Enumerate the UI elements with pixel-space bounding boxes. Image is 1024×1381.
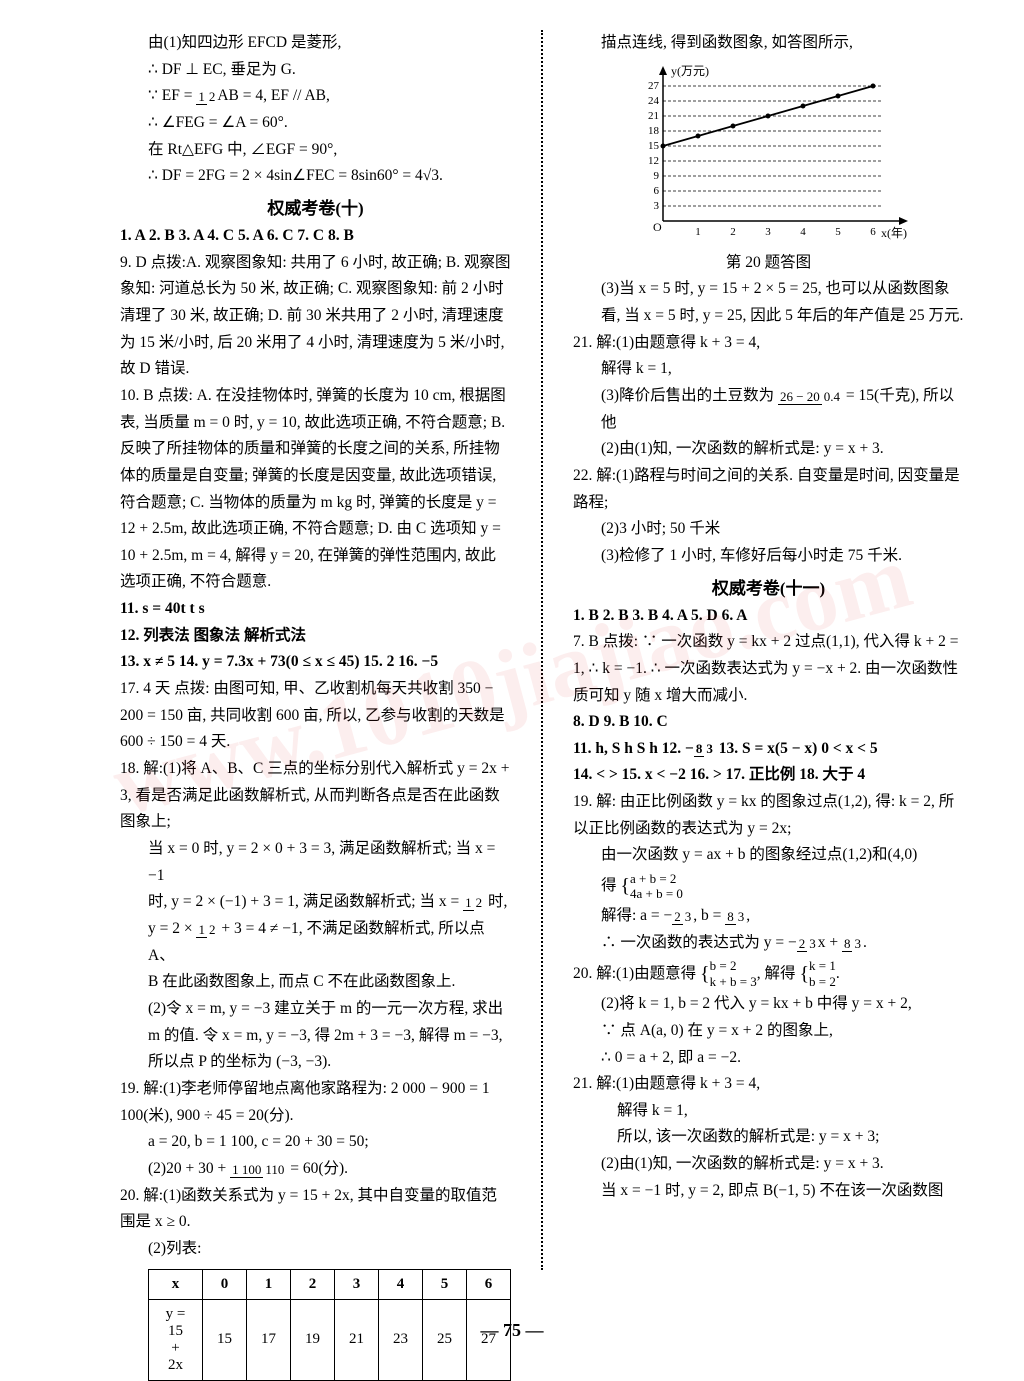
svg-text:18: 18 [648,125,660,137]
q9: 9. D 点拨:A. 观察图象知: 共用了 6 小时, 故正确; B. 观察图象… [120,250,511,383]
svg-text:27: 27 [648,80,660,92]
table-cell: 19 [291,1299,335,1380]
q19: a = 20, b = 1 100, c = 20 + 30 = 50; [120,1129,511,1156]
q18: 时, y = 2 × (−1) + 3 = 1, 满足函数解析式; 当 x = … [120,889,511,916]
section-title: 权威考卷(十) [120,194,511,219]
answers: 1. B 2. B 3. B 4. A 5. D 6. A [573,603,964,630]
svg-text:5: 5 [835,226,841,238]
table-cell: 1 [247,1269,291,1299]
q19: 解得: a = −23, b = 83, [573,903,964,930]
right-column: 描点连线, 得到函数图象, 如答图所示, y(万元) x(年) O 369 12… [563,30,964,1270]
q19: (2)20 + 30 + 1 100110 = 60(分). [120,1156,511,1183]
q18: B 在此函数图象上, 而点 C 不在此函数图象上. [120,969,511,996]
table-cell: 2 [291,1269,335,1299]
q21b: 所以, 该一次函数的解析式是: y = x + 3; [573,1124,964,1151]
q20: 20. 解:(1)函数关系式为 y = 15 + 2x, 其中自变量的取值范围是… [120,1183,511,1236]
svg-text:x(年): x(年) [881,226,907,240]
table-cell: 0 [203,1269,247,1299]
q12: 12. 列表法 图象法 解析式法 [120,623,511,650]
q22: (2)3 小时; 50 千米 [573,516,964,543]
section-title: 权威考卷(十一) [573,574,964,599]
svg-text:1: 1 [695,226,701,238]
svg-text:24: 24 [648,95,660,107]
svg-text:12: 12 [648,155,659,167]
text: ∴ ∠FEG = ∠A = 60°. [120,110,511,137]
q14: 14. < > 15. x < −2 16. > 17. 正比例 18. 大于 … [573,762,964,789]
svg-text:21: 21 [648,110,659,122]
table-cell: 23 [379,1299,423,1380]
q19: 19. 解:(1)李老师停留地点离他家路程为: 2 000 − 900 = 1 … [120,1076,511,1129]
svg-text:9: 9 [654,170,660,182]
q21: (2)由(1)知, 一次函数的解析式是: y = x + 3. [573,436,964,463]
q7: 7. B 点拨: ∵ 一次函数 y = kx + 2 过点(1,1), 代入得 … [573,629,964,709]
q18: 当 x = 0 时, y = 2 × 0 + 3 = 3, 满足函数解析式; 当… [120,836,511,889]
svg-text:3: 3 [765,226,771,238]
text: ∴ DF ⊥ EC, 垂足为 G. [120,57,511,84]
answers: 1. A 2. B 3. A 4. C 5. A 6. C 7. C 8. B [120,223,511,250]
q19: ∴ 一次函数的表达式为 y = −23x + 83. [573,930,964,957]
table-cell: y = 15 + 2x [149,1299,203,1380]
data-table: x 0 1 2 3 4 5 6 y = 15 + 2x 15 17 19 21 … [148,1269,511,1381]
q18: 18. 解:(1)将 A、B、C 三点的坐标分别代入解析式 y = 2x + 3… [120,756,511,836]
svg-text:y(万元): y(万元) [671,64,709,78]
table-cell: 25 [423,1299,467,1380]
svg-text:15: 15 [648,140,660,152]
table-cell: 21 [335,1299,379,1380]
table-cell: 4 [379,1269,423,1299]
table-cell: 15 [203,1299,247,1380]
text: 由(1)知四边形 EFCD 是菱形, [120,30,511,57]
q20: ∵ 点 A(a, 0) 在 y = x + 2 的图象上, [573,1018,964,1045]
text: ∴ DF = 2FG = 2 × 4sin∠FEC = 8sin60° = 4√… [120,163,511,190]
q21: 21. 解:(1)由题意得 k + 3 = 4, [573,330,964,357]
table-row: y = 15 + 2x 15 17 19 21 23 25 27 [149,1299,511,1380]
q13: 13. x ≠ 5 14. y = 7.3x + 73(0 ≤ x ≤ 45) … [120,649,511,676]
q21: 解得 k = 1, [573,356,964,383]
q21b: 当 x = −1 时, y = 2, 即点 B(−1, 5) 不在该一次函数图 [573,1178,964,1205]
q18: (2)令 x = m, y = −3 建立关于 m 的一元一次方程, 求出 m … [120,996,511,1076]
two-column-layout: 由(1)知四边形 EFCD 是菱形, ∴ DF ⊥ EC, 垂足为 G. ∵ E… [120,30,964,1270]
q20: (2)列表: [120,1236,511,1263]
svg-text:4: 4 [800,226,806,238]
svg-text:2: 2 [730,226,736,238]
left-column: 由(1)知四边形 EFCD 是菱形, ∴ DF ⊥ EC, 垂足为 G. ∵ E… [120,30,521,1270]
q19: 19. 解: 由正比例函数 y = kx 的图象过点(1,2), 得: k = … [573,789,964,842]
q20-3: (3)当 x = 5 时, y = 15 + 2 × 5 = 25, 也可以从函… [573,276,964,329]
svg-text:6: 6 [870,226,876,238]
q21: (3)降价后售出的土豆数为 26 − 200.4 = 15(千克), 所以他 [573,383,964,436]
text: 在 Rt△EFG 中, ∠EGF = 90°, [120,137,511,164]
q8: 8. D 9. B 10. C [573,709,964,736]
q19: 得 {a + b = 24a + b = 0 [573,869,964,903]
table-cell: 17 [247,1299,291,1380]
q22: (3)检修了 1 小时, 车修好后每小时走 75 千米. [573,543,964,570]
table-cell: 6 [467,1269,511,1299]
q22: 22. 解:(1)路程与时间之间的关系. 自变量是时间, 因变量是路程; [573,463,964,516]
q18: y = 2 × 12 + 3 = 4 ≠ −1, 不满足函数解析式, 所以点 A… [120,916,511,969]
q21b: (2)由(1)知, 一次函数的解析式是: y = x + 3. [573,1151,964,1178]
text: (3)降价后售出的土豆数为 [601,387,774,404]
q10: 10. B 点拨: A. 在没挂物体时, 弹簧的长度为 10 cm, 根据图表,… [120,383,511,596]
svg-text:6: 6 [654,185,660,197]
chart-caption: 第 20 题答图 [573,250,964,277]
table-cell: 3 [335,1269,379,1299]
q20: ∴ 0 = a + 2, 即 a = −2. [573,1045,964,1072]
text: 描点连线, 得到函数图象, 如答图所示, [573,30,964,57]
q11: 11. h, S h S h 12. −83 13. S = x(5 − x) … [573,736,964,763]
q17: 17. 4 天 点拨: 由图可知, 甲、乙收割机每天共收割 350 − 200 … [120,676,511,756]
column-divider [541,30,543,1270]
q20: (2)将 k = 1, b = 2 代入 y = kx + b 中得 y = x… [573,991,964,1018]
page-number: 75 [481,1320,544,1341]
svg-text:3: 3 [654,200,660,212]
line-chart: y(万元) x(年) O 369 121518 212427 123 456 [633,61,913,241]
q11: 11. s = 40t t s [120,596,511,623]
q21b: 解得 k = 1, [573,1098,964,1125]
q19: 由一次函数 y = ax + b 的图象经过点(1,2)和(4,0) [573,842,964,869]
svg-text:O: O [653,220,662,234]
table-row: x 0 1 2 3 4 5 6 [149,1269,511,1299]
table-cell: 5 [423,1269,467,1299]
table-cell: x [149,1269,203,1299]
q21b: 21. 解:(1)由题意得 k + 3 = 4, [573,1071,964,1098]
q20: 20. 解:(1)由题意得 {b = 2k + b = 3, 解得 {k = 1… [573,957,964,991]
text: ∵ EF = 12AB = 4, EF // AB, [120,83,511,110]
